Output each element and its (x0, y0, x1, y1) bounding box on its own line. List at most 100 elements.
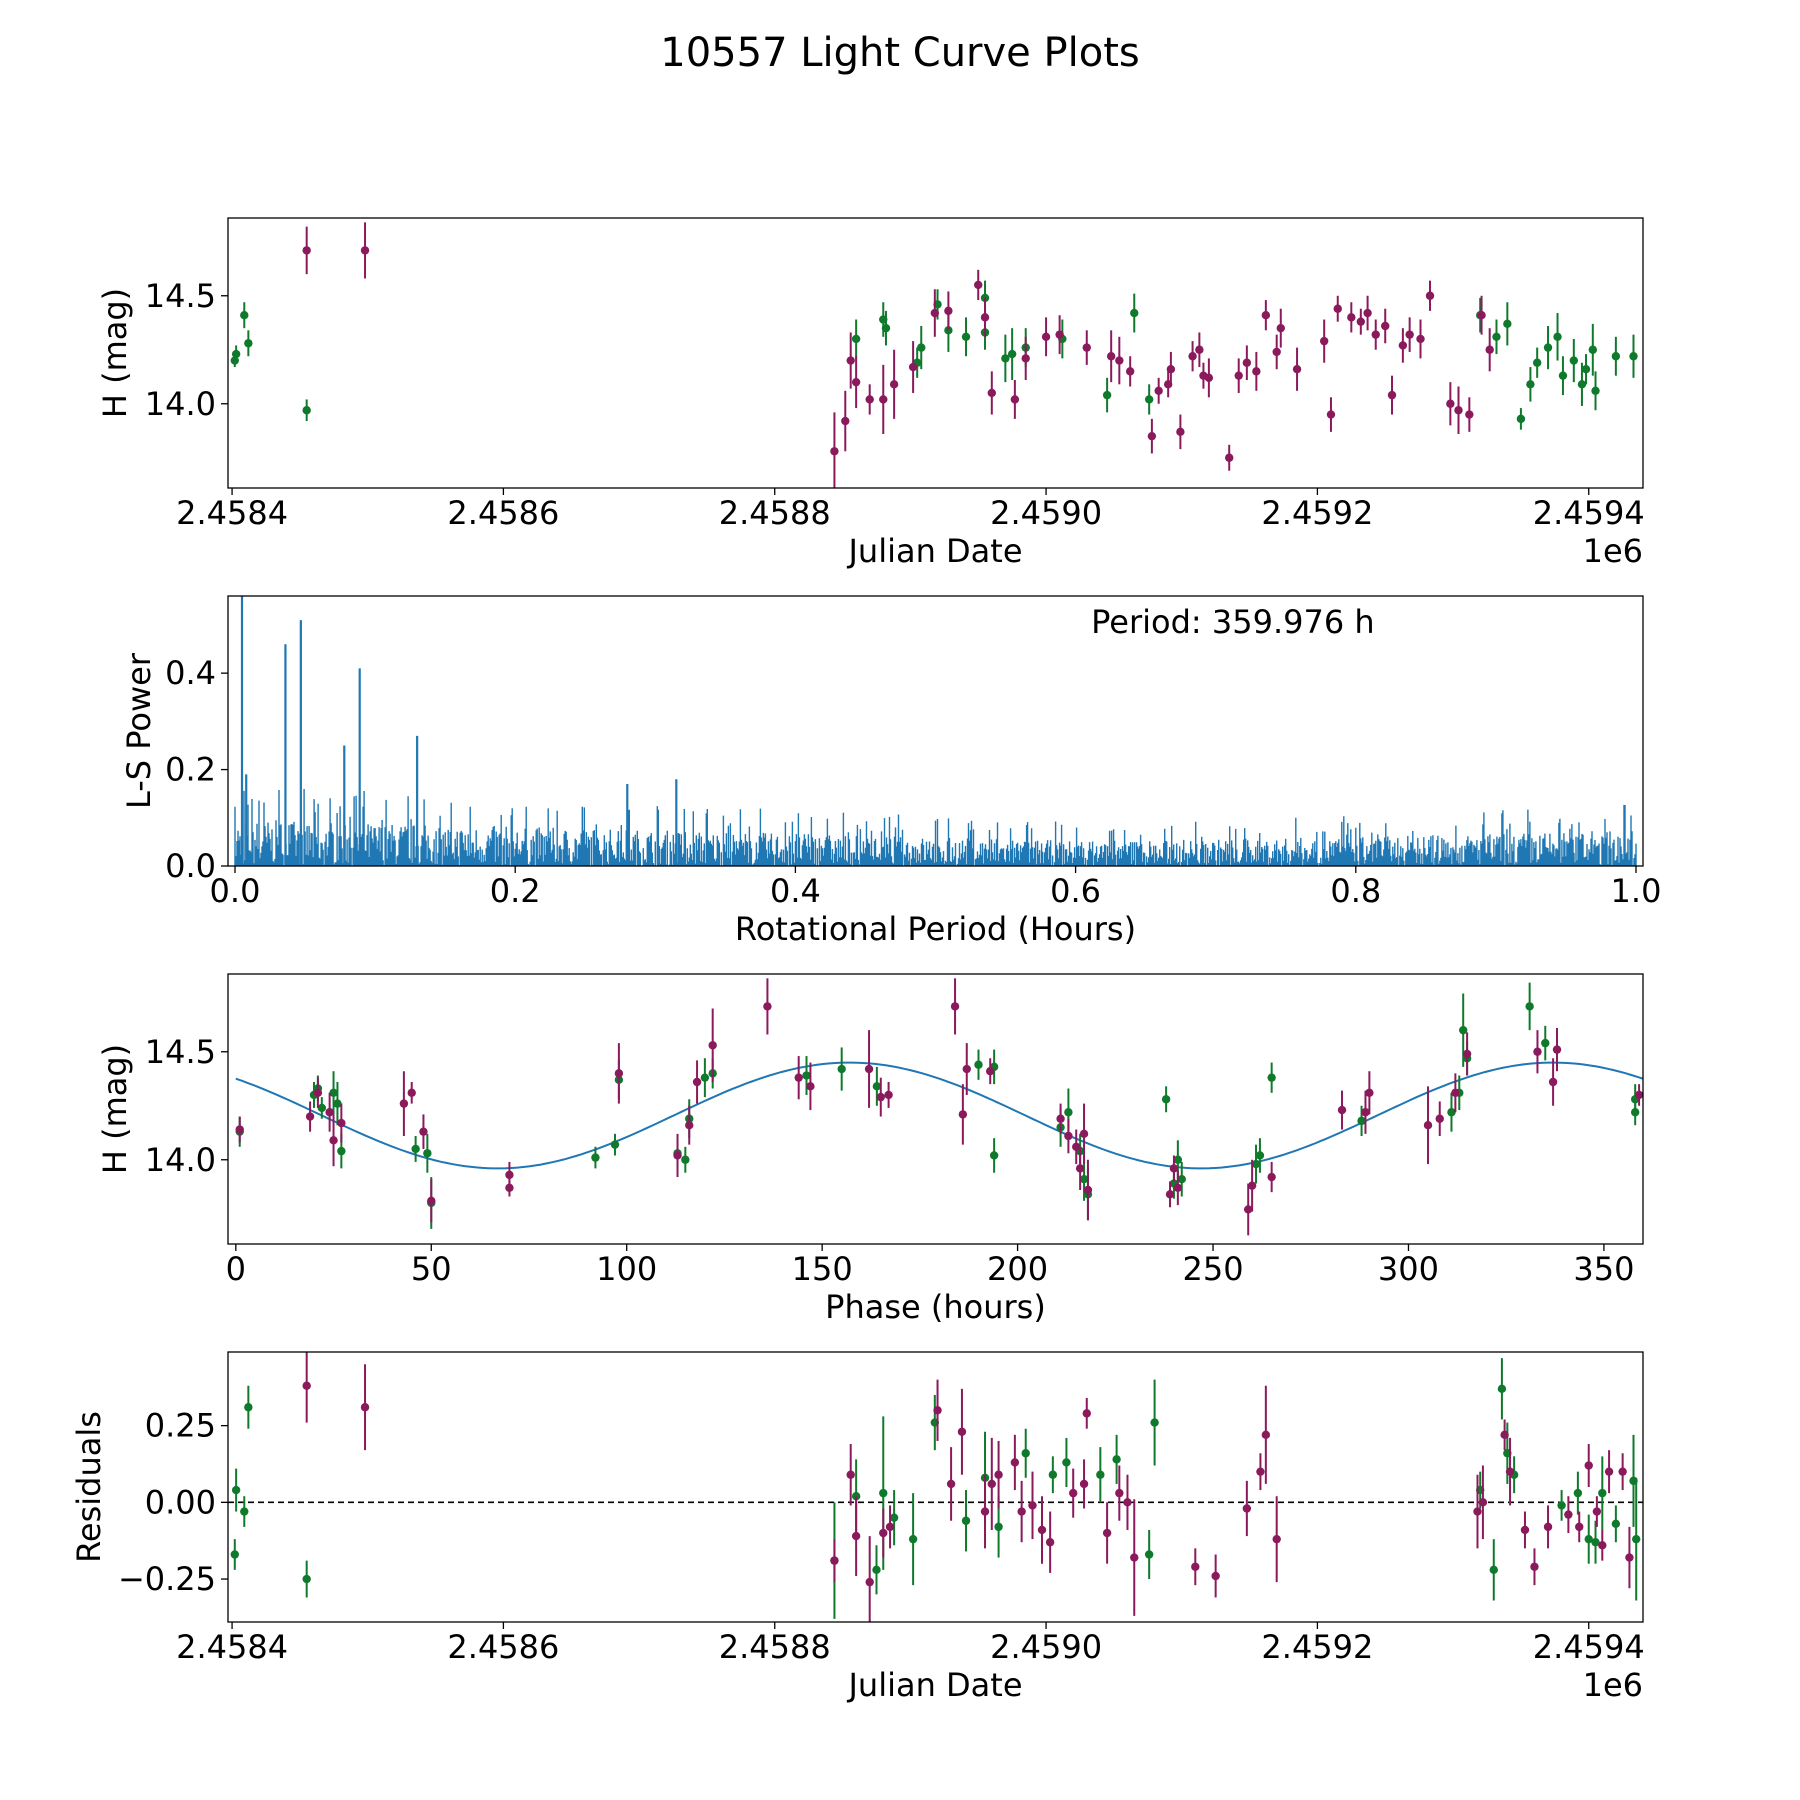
data-point (1247, 1181, 1257, 1190)
data-point (1525, 1002, 1534, 1011)
data-point (1045, 1538, 1055, 1547)
data-point (329, 1136, 338, 1145)
series-purple (302, 1352, 1634, 1622)
data-point (1062, 1458, 1071, 1467)
data-point (317, 1103, 327, 1113)
data-point (1361, 1108, 1370, 1117)
data-point (1150, 1418, 1159, 1427)
series-purple (302, 222, 1494, 488)
data-point (889, 380, 899, 389)
x-tick-label: 0 (226, 1250, 246, 1288)
data-point (673, 1151, 682, 1160)
data-point (1261, 311, 1271, 320)
data-point (1064, 1131, 1073, 1141)
axes-frame (227, 973, 1644, 1245)
panel-4: 2.4584 2.4586 2.4588 2.4590 2.4592 2.4594 −0.2… (70, 1351, 1645, 1704)
data-point (1147, 431, 1157, 441)
data-point (1007, 349, 1017, 359)
data-point (1096, 1470, 1105, 1479)
x-tick-label: 200 (987, 1250, 1048, 1288)
data-point (1604, 1467, 1614, 1476)
axes-frame (227, 595, 1644, 867)
data-point (1552, 1045, 1562, 1054)
y-tick-label: 14.0 (145, 385, 216, 423)
data-point (933, 1406, 942, 1415)
data-point (1381, 321, 1390, 331)
data-point (1398, 341, 1408, 350)
x-tick-label: 2.4594 (1533, 494, 1645, 532)
data-point (1569, 356, 1579, 365)
data-point (794, 1073, 803, 1082)
plot-area (230, 222, 1638, 488)
data-point (360, 1403, 370, 1412)
data-point (1276, 323, 1285, 333)
x-tick-label: 250 (1182, 1250, 1243, 1288)
data-point (930, 308, 940, 318)
data-point (708, 1041, 717, 1050)
data-point (591, 1153, 600, 1162)
y-tick-label: −0.25 (118, 1560, 216, 1598)
data-point (962, 1064, 971, 1074)
data-point (1357, 1116, 1366, 1126)
y-tick-label: 0.2 (165, 751, 216, 789)
data-point (1553, 332, 1562, 341)
data-point (1251, 1159, 1261, 1169)
y-tick-label: 0.00 (145, 1483, 216, 1521)
x-tick-label: 2.4584 (176, 1628, 288, 1666)
data-point (1079, 1175, 1089, 1184)
data-point (837, 1064, 846, 1074)
x-tick-label: 0.4 (770, 872, 821, 910)
data-point (1173, 1183, 1183, 1193)
data-point (851, 334, 861, 344)
data-point (864, 1064, 874, 1074)
data-point (1017, 1507, 1026, 1516)
data-point (1041, 332, 1051, 341)
data-point (1625, 1553, 1634, 1562)
data-point (987, 1479, 997, 1489)
plot-area (234, 596, 1637, 866)
data-point (1548, 1077, 1558, 1087)
x-tick-label: 0.6 (1050, 872, 1101, 910)
data-point (302, 406, 311, 415)
data-point (1541, 1038, 1550, 1048)
data-point (1611, 352, 1621, 361)
data-point (1611, 1519, 1621, 1529)
data-point (1144, 395, 1154, 404)
x-tick-label: 0.0 (210, 872, 261, 910)
data-point (1144, 1550, 1154, 1559)
data-point (1543, 343, 1553, 352)
data-point (1010, 1458, 1020, 1467)
data-point (411, 1144, 420, 1154)
x-tick-label: 2.4588 (719, 1628, 831, 1666)
data-point (1497, 1384, 1507, 1394)
x-tick-label: 2.4592 (1261, 1628, 1373, 1666)
data-point (1072, 1142, 1081, 1152)
data-point (1588, 345, 1598, 354)
data-point (610, 1140, 620, 1149)
data-point (1083, 1185, 1093, 1195)
data-point (980, 293, 990, 303)
data-point (802, 1071, 811, 1080)
data-point (961, 332, 971, 341)
data-point (399, 1099, 409, 1108)
x-tick-label: 2.4584 (176, 494, 288, 532)
data-point (360, 246, 370, 255)
data-point (1115, 1488, 1124, 1498)
data-point (1106, 352, 1116, 361)
data-point (1598, 1541, 1607, 1550)
data-point (1478, 1498, 1488, 1507)
fit-curve (235, 1061, 1643, 1170)
data-point (1242, 358, 1252, 367)
data-point (244, 339, 253, 348)
data-point (994, 1470, 1003, 1479)
x-tick-label: 2.4588 (719, 494, 831, 532)
panel-3: 0 50 100 150 200 250 300 350 14.0 14.5 Phase (hour… (96, 973, 1644, 1326)
data-point (889, 1513, 899, 1522)
data-point (423, 1149, 432, 1158)
data-point (244, 1403, 253, 1412)
data-point (1123, 1498, 1132, 1507)
data-point (974, 1060, 983, 1069)
data-point (946, 1479, 956, 1489)
data-point (987, 388, 997, 398)
data-point (1255, 1151, 1265, 1160)
